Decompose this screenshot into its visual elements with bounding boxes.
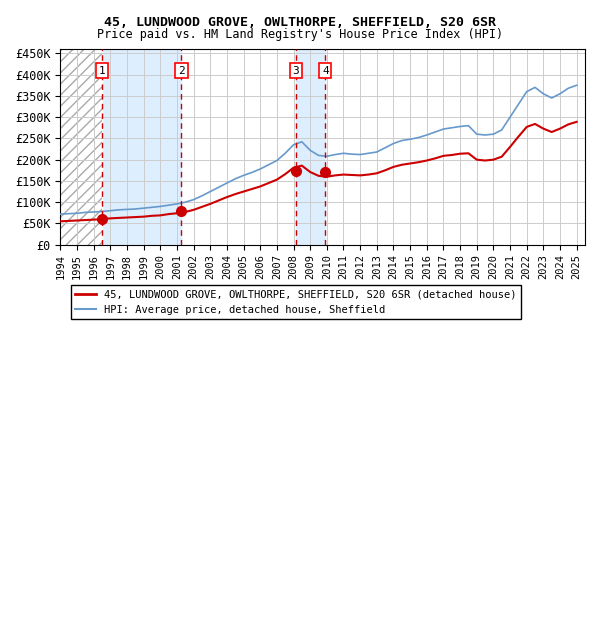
Text: Price paid vs. HM Land Registry's House Price Index (HPI): Price paid vs. HM Land Registry's House … (97, 28, 503, 41)
Legend: 45, LUNDWOOD GROVE, OWLTHORPE, SHEFFIELD, S20 6SR (detached house), HPI: Average: 45, LUNDWOOD GROVE, OWLTHORPE, SHEFFIELD… (71, 285, 521, 319)
Text: 2: 2 (178, 66, 185, 76)
Text: 4: 4 (322, 66, 329, 76)
Text: 45, LUNDWOOD GROVE, OWLTHORPE, SHEFFIELD, S20 6SR: 45, LUNDWOOD GROVE, OWLTHORPE, SHEFFIELD… (104, 16, 496, 29)
Text: 3: 3 (292, 66, 299, 76)
Bar (102, 49, 181, 245)
Bar (296, 49, 325, 245)
Text: 1: 1 (98, 66, 105, 76)
Bar (61, 49, 102, 245)
